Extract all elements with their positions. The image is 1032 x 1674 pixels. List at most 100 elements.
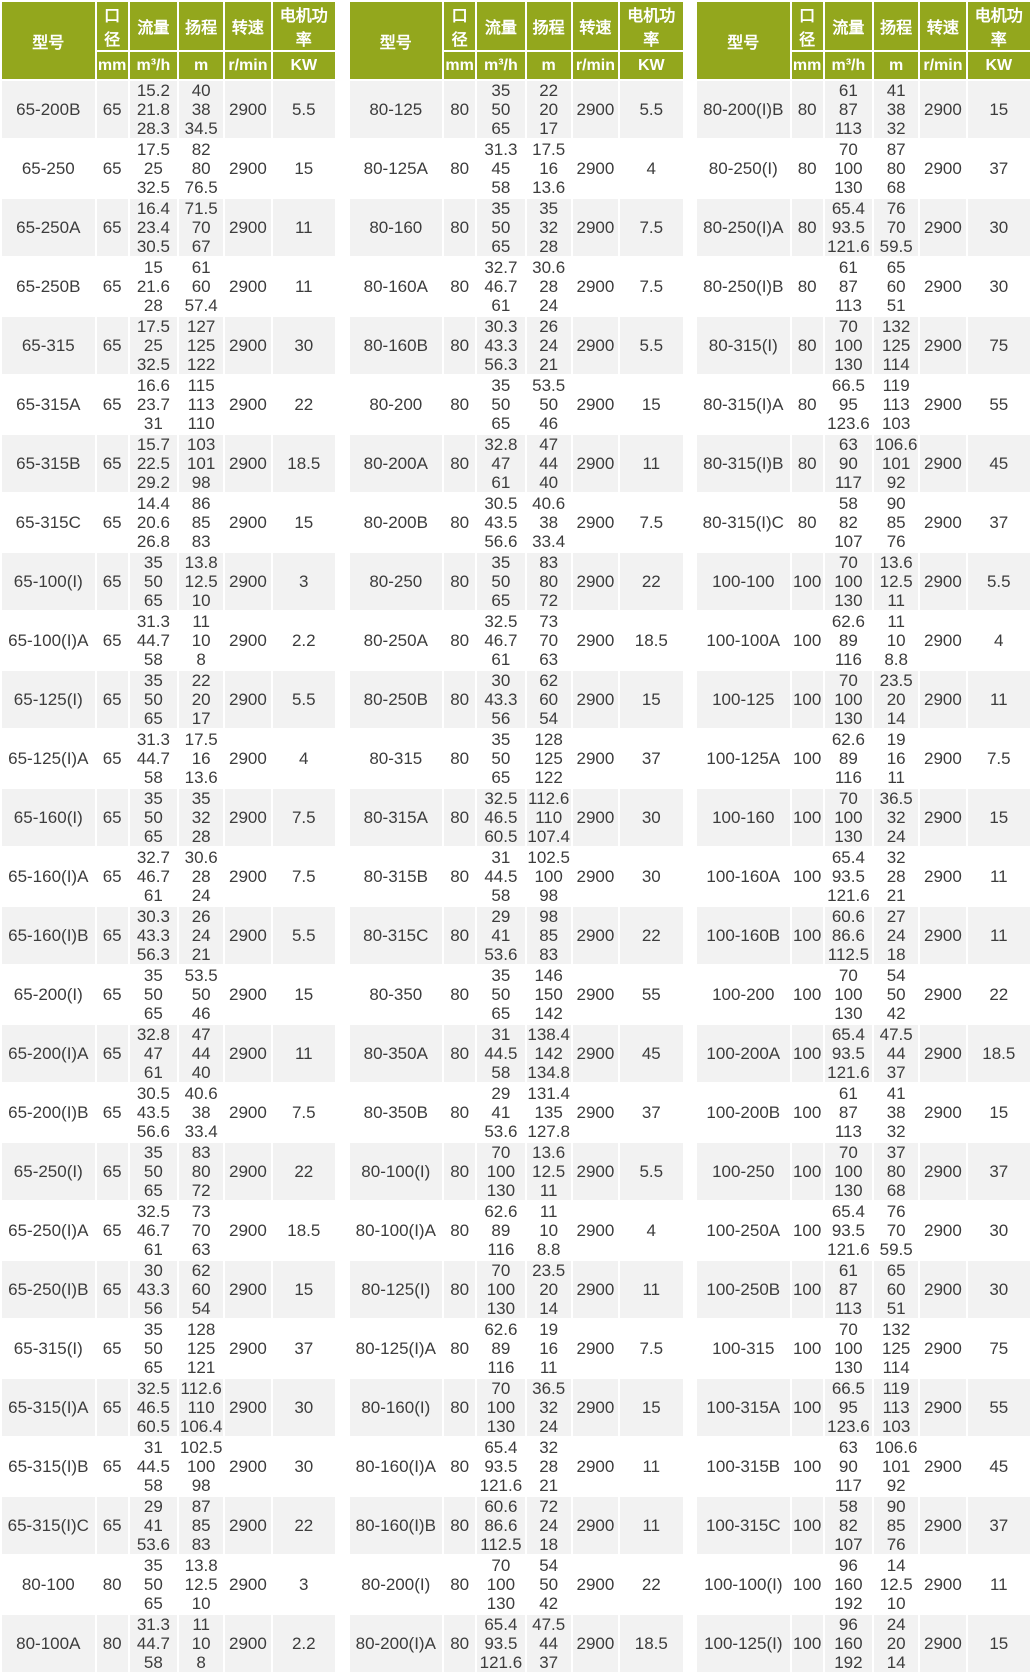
speed-cell: 2900 xyxy=(572,376,619,433)
diameter-cell: 80 xyxy=(444,1025,476,1082)
power-cell: 37 xyxy=(967,494,1030,551)
spec-row: 80-315A 80 32.5 46.5 60.5 112.6 110 107.4 29… xyxy=(349,789,683,846)
flow-cell: 31 44.5 58 xyxy=(129,1438,178,1495)
spec-row: 65-200(I) 65 35 50 65 53.5 50 46 2900 15 xyxy=(2,966,335,1023)
head-cell: 138.4 142 134.8 xyxy=(526,1025,571,1082)
flow-cell: 61 87 113 xyxy=(824,1084,873,1141)
power-cell: 15 xyxy=(272,1261,335,1318)
diameter-cell: 100 xyxy=(791,1143,823,1200)
power-cell: 7.5 xyxy=(620,1320,683,1377)
spec-row: 80-125(I)A 80 62.6 89 116 19 16 11 2900 7.5 xyxy=(349,1320,683,1377)
speed-cell: 2900 xyxy=(920,789,966,846)
spec-row: 80-125A 80 31.3 45 58 17.5 16 13.6 2900 4 xyxy=(349,140,683,197)
spec-row: 65-250(I)A 65 32.5 46.7 61 73 70 63 2900 18.5 xyxy=(2,1202,335,1259)
head-cell: 62 60 54 xyxy=(526,671,571,728)
model-cell: 65-250A xyxy=(2,199,95,256)
head-cell: 119 113 103 xyxy=(874,1379,919,1436)
speed-cell: 2900 xyxy=(572,1615,619,1672)
spec-row: 65-315(I)B 65 31 44.5 58 102.5 100 98 2900 30 xyxy=(2,1438,335,1495)
diameter-cell: 100 xyxy=(791,1025,823,1082)
speed-cell: 2900 xyxy=(225,1438,271,1495)
power-cell: 45 xyxy=(967,1438,1030,1495)
col-unit-speed: r/min xyxy=(225,52,271,79)
flow-cell: 35 50 65 xyxy=(129,1320,178,1377)
flow-cell: 29 41 53.6 xyxy=(477,907,525,964)
spec-row: 80-160 80 35 50 65 35 32 28 2900 7.5 xyxy=(349,199,683,256)
diameter-cell: 100 xyxy=(791,1438,823,1495)
power-cell: 11 xyxy=(620,435,683,492)
spec-row: 80-250B 80 30 43.3 56 62 60 54 2900 15 xyxy=(349,671,683,728)
col-header-model: 型号 xyxy=(349,2,443,79)
diameter-cell: 80 xyxy=(444,1261,476,1318)
head-cell: 27 24 18 xyxy=(874,907,919,964)
flow-cell: 31 44.5 58 xyxy=(477,848,525,905)
head-cell: 102.5 100 98 xyxy=(179,1438,224,1495)
col-unit-diameter: mm xyxy=(444,52,476,79)
power-cell: 75 xyxy=(967,1320,1030,1377)
col-header-flow: 流量 xyxy=(824,2,873,50)
speed-cell: 2900 xyxy=(225,1379,271,1436)
table-header: 型号 口径 流量 扬程 转速 电机功率 mm m³/h m r/min KW xyxy=(2,2,335,79)
power-cell: 22 xyxy=(272,1143,335,1200)
head-cell: 76 70 59.5 xyxy=(874,1202,919,1259)
model-cell: 80-315 xyxy=(349,730,443,787)
spec-row: 100-160 100 70 100 130 36.5 32 24 2900 15 xyxy=(697,789,1030,846)
diameter-cell: 80 xyxy=(444,140,476,197)
speed-cell: 2900 xyxy=(572,494,619,551)
spec-row: 100-315 100 70 100 130 132 125 114 2900 75 xyxy=(697,1320,1030,1377)
head-cell: 17.5 16 13.6 xyxy=(526,140,571,197)
flow-cell: 15 21.6 28 xyxy=(129,258,178,315)
diameter-cell: 65 xyxy=(96,1379,128,1436)
speed-cell: 2900 xyxy=(920,730,966,787)
col-unit-power: KW xyxy=(620,52,683,79)
model-cell: 80-100(I) xyxy=(349,1143,443,1200)
head-cell: 86 85 83 xyxy=(179,494,224,551)
spec-row: 80-200(I) 80 70 100 130 54 50 42 2900 22 xyxy=(349,1556,683,1613)
speed-cell: 2900 xyxy=(920,848,966,905)
spec-row: 100-315B 100 63 90 117 106.6 101 92 2900 45 xyxy=(697,1438,1030,1495)
col-unit-power: KW xyxy=(272,52,335,79)
diameter-cell: 80 xyxy=(791,376,823,433)
power-cell: 15 xyxy=(272,140,335,197)
speed-cell: 2900 xyxy=(920,966,966,1023)
head-cell: 65 60 51 xyxy=(874,258,919,315)
flow-cell: 35 50 65 xyxy=(129,789,178,846)
diameter-cell: 80 xyxy=(791,81,823,138)
spec-row: 80-250(I)A 80 65.4 93.5 121.6 76 70 59.5 290… xyxy=(697,199,1030,256)
model-cell: 65-200(I) xyxy=(2,966,95,1023)
model-cell: 80-250B xyxy=(349,671,443,728)
speed-cell: 2900 xyxy=(920,199,966,256)
power-cell: 37 xyxy=(620,730,683,787)
speed-cell: 2900 xyxy=(920,1615,966,1672)
model-cell: 65-315(I) xyxy=(2,1320,95,1377)
power-cell: 75 xyxy=(967,317,1030,374)
head-cell: 73 70 63 xyxy=(526,612,571,669)
spec-row: 65-250A 65 16.4 23.4 30.5 71.5 70 67 2900 11 xyxy=(2,199,335,256)
flow-cell: 61 87 113 xyxy=(824,258,873,315)
power-cell: 5.5 xyxy=(272,907,335,964)
table-header: 型号 口径 流量 扬程 转速 电机功率 mm m³/h m r/min KW xyxy=(349,2,683,79)
spec-row: 100-125 100 70 100 130 23.5 20 14 2900 11 xyxy=(697,671,1030,728)
flow-cell: 35 50 65 xyxy=(477,966,525,1023)
head-cell: 73 70 63 xyxy=(179,1202,224,1259)
flow-cell: 60.6 86.6 112.5 xyxy=(477,1497,525,1554)
flow-cell: 29 41 53.6 xyxy=(129,1497,178,1554)
diameter-cell: 80 xyxy=(444,1143,476,1200)
model-cell: 80-100A xyxy=(2,1615,95,1672)
flow-cell: 30.3 43.3 56.3 xyxy=(129,907,178,964)
diameter-cell: 80 xyxy=(444,1084,476,1141)
col-unit-speed: r/min xyxy=(572,52,619,79)
power-cell: 18.5 xyxy=(272,1202,335,1259)
diameter-cell: 80 xyxy=(444,435,476,492)
model-cell: 65-200B xyxy=(2,81,95,138)
power-cell: 30 xyxy=(967,1202,1030,1259)
spec-row: 80-200 80 35 50 65 53.5 50 46 2900 15 xyxy=(349,376,683,433)
model-cell: 100-250A xyxy=(697,1202,790,1259)
flow-cell: 35 50 65 xyxy=(129,966,178,1023)
flow-cell: 35 50 65 xyxy=(129,671,178,728)
spec-row: 80-250 80 35 50 65 83 80 72 2900 22 xyxy=(349,553,683,610)
diameter-cell: 80 xyxy=(444,81,476,138)
diameter-cell: 100 xyxy=(791,966,823,1023)
flow-cell: 61 87 113 xyxy=(824,1261,873,1318)
speed-cell: 2900 xyxy=(225,1556,271,1613)
